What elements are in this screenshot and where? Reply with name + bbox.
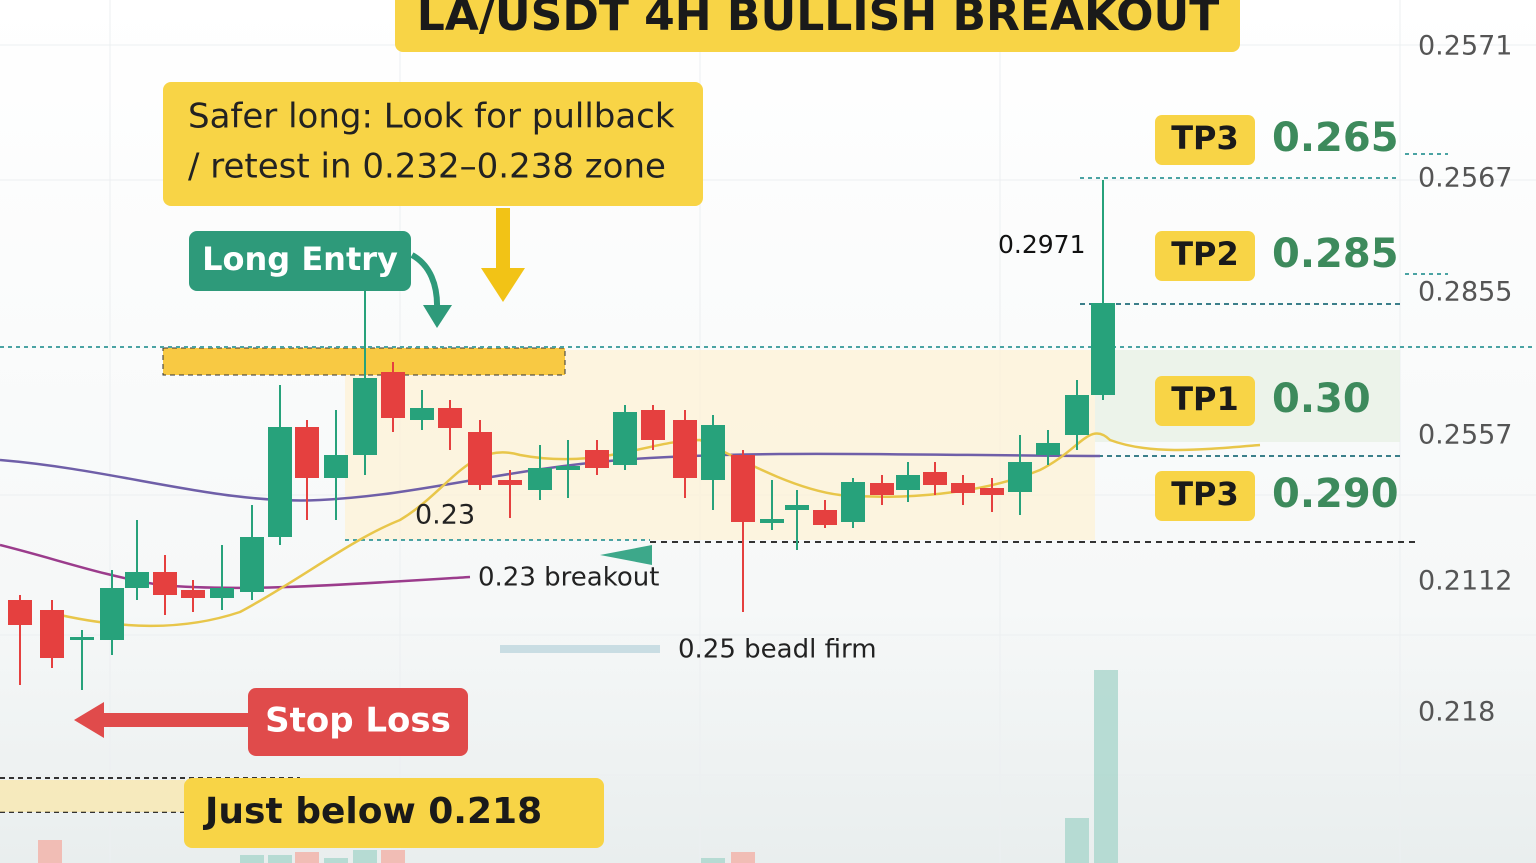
moving-average <box>0 543 471 590</box>
arrow <box>423 305 452 328</box>
volume-bar <box>731 852 755 863</box>
tp-label: TP1 <box>1171 380 1239 418</box>
candle-body <box>760 519 784 523</box>
candle-body <box>70 637 94 640</box>
volume-bar <box>324 858 348 863</box>
candle-body <box>1065 395 1089 435</box>
price-label: 0.2557 <box>1418 420 1512 451</box>
volume-bar <box>268 855 292 863</box>
arrow <box>410 252 441 311</box>
candle-body <box>556 466 580 470</box>
price-label: 0.2567 <box>1418 163 1512 194</box>
candle-body <box>701 425 725 480</box>
tp-box <box>1155 115 1255 165</box>
arrow <box>100 713 250 727</box>
volume <box>38 670 1118 863</box>
price-label: 0.2855 <box>1418 277 1512 308</box>
title-box <box>395 0 1240 52</box>
candle-body <box>613 412 637 465</box>
peak-label: 0.2971 <box>998 230 1085 259</box>
tp-box <box>1155 231 1255 281</box>
volume-bar <box>38 840 62 863</box>
tp-label: TP3 <box>1171 119 1239 157</box>
arrow <box>74 702 104 738</box>
volume-bar <box>1094 670 1118 863</box>
candle-body <box>295 427 319 478</box>
tp-price: 0.265 <box>1272 115 1399 161</box>
candle-body <box>468 432 492 485</box>
candle-body <box>585 450 609 468</box>
title: LA/USDT 4H BULLISH BREAKOUT <box>417 0 1220 41</box>
arrow <box>496 208 510 268</box>
candle-body <box>410 408 434 420</box>
tp-price: 0.290 <box>1272 471 1399 517</box>
price-axis: 0.2571 0.2567 0.2855 0.2557 0.2112 0.218 <box>1418 31 1512 728</box>
arrow <box>500 645 660 653</box>
candle-body <box>528 468 552 490</box>
candle-body <box>40 610 64 658</box>
candle-body <box>100 588 124 640</box>
candles <box>8 180 1115 690</box>
candle-body <box>923 472 947 485</box>
tp-box <box>1155 471 1255 521</box>
candle-body <box>813 510 837 525</box>
arrow <box>600 545 652 565</box>
candle-body <box>353 378 377 455</box>
candle-body <box>498 480 522 485</box>
candle-body <box>980 488 1004 495</box>
tp-price: 0.30 <box>1272 376 1371 422</box>
tp-label: TP2 <box>1171 235 1239 273</box>
long-entry-box <box>189 231 411 291</box>
candle-body <box>951 483 975 493</box>
candle-body <box>125 572 149 588</box>
stop-zone <box>0 780 185 812</box>
volume-bar <box>295 852 319 863</box>
stop-note-box <box>184 778 604 848</box>
targets: TP3 0.265 TP2 0.285 TP1 0.30 TP3 0.290 <box>1155 115 1399 521</box>
volume-bar <box>353 850 377 863</box>
price-label: 0.2571 <box>1418 31 1512 62</box>
candle-body <box>1036 443 1060 455</box>
volume-bar <box>381 850 405 863</box>
price-label: 0.218 <box>1418 697 1495 728</box>
candle-body <box>673 420 697 478</box>
stop-loss-box <box>248 688 468 756</box>
candle-body <box>896 475 920 490</box>
candle-body <box>641 410 665 440</box>
callout-box <box>163 82 703 206</box>
price-label: 0.2112 <box>1418 566 1512 597</box>
annotation: 0.25 beadl firm <box>678 635 877 665</box>
tp-box <box>1155 376 1255 426</box>
annotation: 0.23 breakout <box>478 563 659 593</box>
long-entry: Long Entry <box>202 240 398 278</box>
candle-body <box>731 455 755 522</box>
volume-bar <box>1065 818 1089 863</box>
candle-body <box>268 427 292 537</box>
callout-text: Safer long: Look for pullback <box>188 97 675 137</box>
candle-body <box>381 372 405 418</box>
candle-body <box>210 588 234 598</box>
volume-bar <box>240 855 264 863</box>
candle-body <box>324 455 348 478</box>
candle-body <box>785 505 809 510</box>
stop-loss: Stop Loss <box>265 701 451 741</box>
annotation: 0.23 <box>415 500 475 531</box>
arrow <box>481 268 525 302</box>
candle-body <box>870 483 894 495</box>
volume-bar <box>701 858 725 863</box>
candle-body <box>1008 462 1032 492</box>
candle-body <box>1091 303 1115 395</box>
candle-body <box>8 600 32 625</box>
candle-body <box>181 590 205 598</box>
stop-note: Just below 0.218 <box>202 791 542 832</box>
tp-label: TP3 <box>1171 475 1239 513</box>
candle-body <box>438 408 462 428</box>
candle-body <box>841 482 865 522</box>
callout-text: / retest in 0.232–0.238 zone <box>188 147 666 187</box>
candle-body <box>240 537 264 592</box>
candle-body <box>153 572 177 595</box>
tp-price: 0.285 <box>1272 231 1399 277</box>
